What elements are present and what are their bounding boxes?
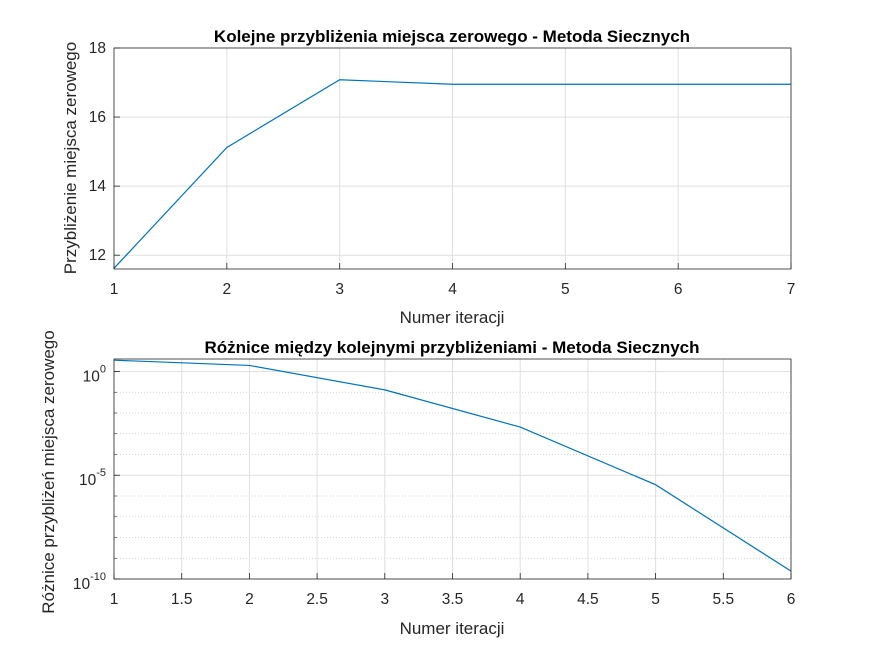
plot-2-ylabel: Różnice przybliżeń miejsca zerowego <box>39 330 58 613</box>
plot-2-x-tick-label: 4.5 <box>577 591 599 608</box>
plot-1-x-tick-label: 2 <box>223 281 232 298</box>
plot-2-y-tick-label: 10-5 <box>79 467 106 489</box>
plot-2-x-tick-label: 3 <box>380 591 389 608</box>
plot-2-y-tick-exponent: -5 <box>96 467 106 479</box>
plot-1-y-tick-label: 16 <box>89 109 106 126</box>
plot-1-x-tick-label: 5 <box>561 281 570 298</box>
plot-1-y-tick-label: 14 <box>89 178 107 195</box>
plot-2-y-tick-base: 10 <box>73 576 91 593</box>
plot-2-xlabel: Numer iteracji <box>400 619 505 638</box>
plot-2-x-tick-label: 2.5 <box>306 591 328 608</box>
plot-2-y-tick-base: 10 <box>83 368 101 385</box>
plot-1-title: Kolejne przybliżenia miejsca zerowego - … <box>214 27 690 46</box>
plot-2-x-tick-label: 5 <box>651 591 660 608</box>
plot-2-y-tick-label: 10-10 <box>73 571 106 593</box>
plot-1-y-tick-label: 12 <box>89 247 106 264</box>
plot-2-x-tick-label: 5.5 <box>713 591 735 608</box>
plot-2-y-tick-exponent: 0 <box>100 363 106 375</box>
plot-1-x-tick-label: 6 <box>674 281 683 298</box>
plot-2-y-tick-exponent: -10 <box>90 571 106 583</box>
plot-1-y-tick-label: 18 <box>89 40 106 57</box>
plot-2-title: Różnice między kolejnymi przybliżeniami … <box>204 338 699 357</box>
plot-2-x-tick-label: 1.5 <box>171 591 193 608</box>
plot-2-x-tick-label: 1 <box>110 591 119 608</box>
plot-1-x-tick-label: 3 <box>335 281 344 298</box>
plot-1-x-tick-label: 7 <box>787 281 796 298</box>
plot-1-series-line <box>113 79 791 269</box>
plot-2-y-tick-base: 10 <box>79 472 97 489</box>
plot-2-y-tick-label: 100 <box>83 363 106 385</box>
plot-2-x-tick-label: 2 <box>245 591 254 608</box>
plot-1-ylabel: Przybliżenie miejsca zerowego <box>61 42 80 274</box>
plot-1-xlabel: Numer iteracji <box>400 308 505 327</box>
plot-2-x-tick-label: 4 <box>516 591 525 608</box>
plot-2-x-tick-label: 3.5 <box>442 591 464 608</box>
plot-1-x-tick-label: 1 <box>110 281 119 298</box>
plot-2-x-tick-label: 6 <box>787 591 796 608</box>
plot-1-x-tick-label: 4 <box>448 281 457 298</box>
plot-2-series-line <box>113 359 792 572</box>
